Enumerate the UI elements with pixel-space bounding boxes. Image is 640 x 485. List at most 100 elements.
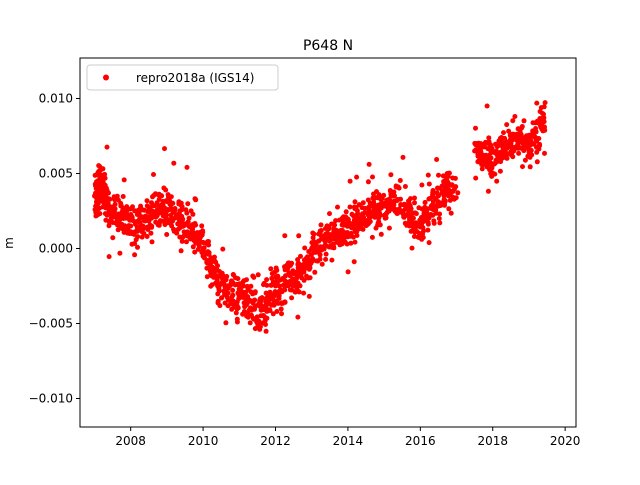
data-point <box>259 295 265 301</box>
data-point <box>335 204 340 210</box>
legend: repro2018a (IGS14) <box>86 64 279 91</box>
data-point <box>200 228 206 234</box>
data-point <box>487 166 493 171</box>
data-point <box>150 194 155 200</box>
data-point <box>351 259 357 265</box>
data-point <box>542 150 547 156</box>
data-point <box>295 314 301 320</box>
data-point <box>104 144 110 150</box>
data-point <box>372 214 378 220</box>
data-point <box>445 191 451 197</box>
data-point <box>100 166 106 172</box>
data-point <box>149 208 155 214</box>
data-point <box>232 282 238 288</box>
data-point <box>381 201 387 206</box>
data-point <box>345 223 351 229</box>
data-point <box>432 196 438 202</box>
data-point <box>371 196 377 202</box>
data-point <box>302 261 307 266</box>
data-point <box>426 196 432 202</box>
data-point <box>492 171 498 177</box>
data-point <box>179 207 185 213</box>
data-point <box>247 320 253 326</box>
data-point <box>294 273 300 278</box>
data-point <box>168 212 174 218</box>
data-point <box>161 218 166 224</box>
data-point <box>217 273 223 279</box>
data-point <box>267 307 273 313</box>
data-point <box>128 229 134 235</box>
data-point <box>189 234 195 240</box>
data-point <box>164 232 170 237</box>
data-point <box>255 272 261 278</box>
data-point <box>302 266 308 272</box>
data-point <box>252 297 258 303</box>
legend-box <box>86 64 279 91</box>
data-point <box>189 229 195 235</box>
data-point <box>527 137 533 143</box>
data-point <box>367 208 373 214</box>
data-point <box>276 291 282 297</box>
data-point <box>200 245 206 251</box>
data-point <box>445 173 451 179</box>
data-point <box>157 204 163 209</box>
data-point <box>233 310 239 316</box>
data-point <box>260 320 266 326</box>
data-point <box>295 257 301 263</box>
data-point <box>386 208 392 214</box>
data-point <box>479 166 485 172</box>
data-point <box>219 295 224 301</box>
y-tick-label: −0.005 <box>29 317 73 331</box>
data-point <box>512 114 518 119</box>
y-tick-label: −0.010 <box>29 392 73 406</box>
data-point <box>496 138 502 144</box>
data-point <box>333 237 339 243</box>
data-point <box>356 220 362 226</box>
data-point <box>287 287 293 293</box>
data-point <box>347 204 353 210</box>
data-point <box>318 228 324 233</box>
data-point <box>183 207 189 213</box>
data-point <box>486 135 492 141</box>
data-point <box>515 133 521 139</box>
data-point <box>238 284 244 290</box>
data-point <box>107 220 112 225</box>
data-point <box>409 245 415 251</box>
data-point <box>319 261 325 267</box>
data-point <box>264 282 270 288</box>
data-point <box>140 225 146 231</box>
data-point <box>407 216 412 221</box>
data-point <box>103 185 109 191</box>
data-point <box>370 174 375 180</box>
data-point <box>207 268 213 274</box>
data-point <box>282 299 288 305</box>
data-point <box>388 172 394 178</box>
data-point <box>220 246 226 252</box>
data-point <box>106 208 112 214</box>
data-point <box>430 212 436 218</box>
data-point <box>504 139 510 145</box>
data-point <box>530 129 536 135</box>
data-point <box>501 130 506 136</box>
data-point <box>215 291 221 297</box>
data-point <box>222 291 228 296</box>
data-point <box>258 303 264 308</box>
data-point <box>135 244 140 250</box>
data-point <box>439 183 445 189</box>
data-point <box>268 266 274 272</box>
data-point <box>327 211 332 217</box>
y-tick-label: 0.005 <box>39 167 73 181</box>
data-point <box>176 199 182 205</box>
data-point <box>252 326 258 332</box>
data-point <box>262 303 268 309</box>
data-point <box>483 139 488 145</box>
data-point <box>150 203 156 209</box>
data-point <box>399 208 405 214</box>
data-point <box>356 202 362 208</box>
data-point <box>508 141 514 146</box>
data-point <box>307 275 313 281</box>
data-point <box>230 272 236 277</box>
data-point <box>345 269 351 275</box>
data-point <box>496 156 502 162</box>
data-point <box>339 238 344 244</box>
